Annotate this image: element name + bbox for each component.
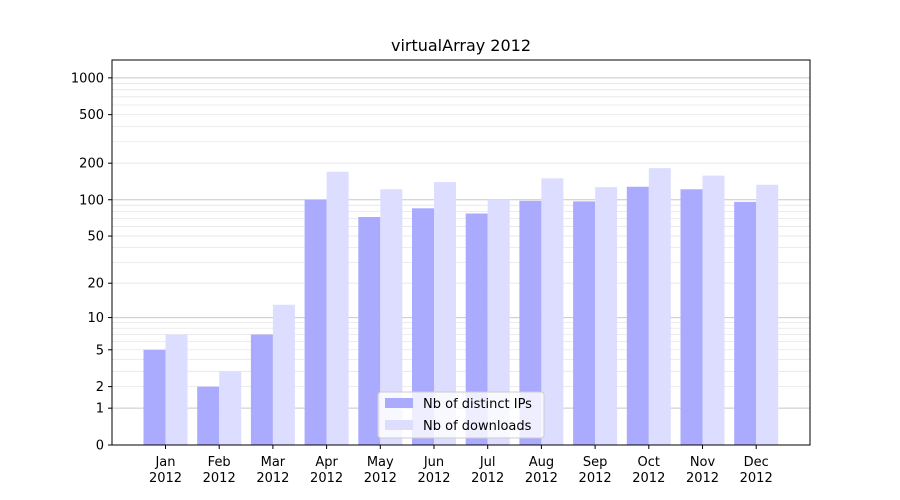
legend-label-downloads: Nb of downloads [423,419,532,434]
y-tick-label: 2 [96,380,104,395]
x-tick-label-month: Jul [479,455,496,470]
x-tick-label: Nov 2012 [686,455,719,486]
x-tick-label: Mar 2012 [256,455,289,486]
y-tick-label: 500 [79,108,104,123]
bar-downloads [702,175,725,445]
x-tick-label: Oct 2012 [632,455,665,486]
x-tick-label-year: 2012 [740,471,773,486]
x-tick-label-month: Sep [583,455,608,470]
y-tick-label: 1000 [71,71,104,86]
x-tick-label-month: Mar [261,455,286,470]
bar-downloads [756,184,779,445]
x-tick-label: Dec 2012 [740,455,773,486]
bar-downloads [487,199,510,445]
bar-distinct-ips [412,208,434,445]
bar-downloads [541,178,564,445]
plot-frame [111,59,811,446]
x-tick-label: Apr 2012 [310,455,343,486]
y-tick-label: 20 [87,277,104,292]
bars-layer [143,168,779,446]
x-tick-label-month: Aug [529,455,554,470]
x-tick-label-month: May [367,455,394,470]
x-tick-label-month: Apr [315,455,338,470]
bar-downloads [326,171,349,446]
x-tick-label: Sep 2012 [579,455,612,486]
legend-swatch-ips [385,398,413,408]
y-tick-label: 10 [87,311,104,326]
legend-box [377,391,545,439]
y-tick-label: 200 [79,157,104,172]
bar-downloads [219,371,242,445]
bar-downloads [595,187,618,445]
x-tick-label-year: 2012 [256,471,289,486]
legend-swatch-downloads [385,420,413,430]
x-tick-label-year: 2012 [310,471,343,486]
y-tick-label: 0 [96,439,104,454]
x-tick-label: May 2012 [364,455,397,486]
legend: Nb of distinct IPs Nb of downloads [377,391,545,439]
bar-distinct-ips [734,201,757,445]
x-tick-label-year: 2012 [364,471,397,486]
x-tick-label-year: 2012 [417,471,450,486]
x-tick-label-year: 2012 [686,471,719,486]
x-tick-label-year: 2012 [632,471,665,486]
x-tick-label-year: 2012 [525,471,558,486]
x-tick-label: Aug 2012 [525,455,558,486]
y-axis: 0 1 2 5 10 20 50 100 200 500 1000 [71,71,112,454]
x-tick-label: Jul 2012 [471,455,504,486]
y-tick-label: 50 [87,230,104,245]
bar-distinct-ips [680,189,703,445]
x-tick-label-year: 2012 [471,471,504,486]
bar-distinct-ips [304,199,327,445]
x-tick-label-month: Dec [744,455,769,470]
bar-downloads [434,182,456,445]
bar-distinct-ips [573,201,596,445]
x-tick-label-month: Feb [208,455,231,470]
x-tick-label: Jan 2012 [149,455,182,486]
bar-distinct-ips [626,186,649,445]
bar-distinct-ips [358,217,381,445]
bar-downloads [648,168,671,446]
x-tick-label-month: Nov [690,455,716,470]
legend-label-ips: Nb of distinct IPs [423,397,532,412]
bar-distinct-ips [465,213,488,445]
x-tick-label-month: Jan [154,455,175,470]
bar-downloads [380,189,403,445]
bar-distinct-ips [519,200,542,445]
x-tick-label-year: 2012 [579,471,612,486]
bar-downloads [165,334,188,445]
y-tick-label: 5 [96,343,104,358]
bar-distinct-ips [250,334,273,445]
x-tick-label: Jun 2012 [417,455,450,486]
x-tick-label-month: Jun [423,455,444,470]
x-tick-label-year: 2012 [149,471,182,486]
bar-distinct-ips [143,349,166,445]
x-tick-label-year: 2012 [203,471,236,486]
x-tick-label-month: Oct [638,455,660,470]
bar-downloads [272,304,295,445]
y-tick-label: 100 [79,193,104,208]
bar-distinct-ips [197,386,220,445]
y-tick-label: 1 [96,402,104,417]
chart-title: virtualArray 2012 [391,36,531,55]
x-tick-label: Feb 2012 [203,455,236,486]
